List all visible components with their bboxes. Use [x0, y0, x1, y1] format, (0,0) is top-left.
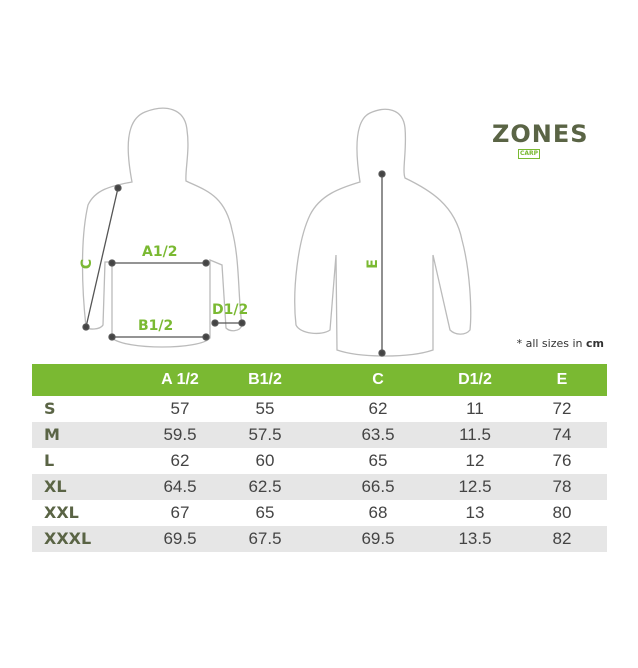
header-a: A 1/2: [161, 371, 199, 388]
table-header: A 1/2 B1/2 C D1/2 E: [32, 364, 607, 396]
units-note: * all sizes in cm: [517, 337, 604, 350]
table-row: M 59.5 57.5 63.5 11.5 74: [32, 422, 607, 448]
table-cell: 12: [465, 451, 485, 470]
table-cell: 67: [170, 503, 190, 522]
logo-sub: CARP: [518, 149, 541, 159]
table-cell: 13: [465, 503, 485, 522]
table-cell: 62: [368, 399, 388, 418]
table-cell: 60: [255, 451, 275, 470]
table-row: XXL 67 65 68 13 80: [32, 500, 607, 526]
table-cell: 65: [255, 503, 275, 522]
jacket-diagram: [81, 107, 472, 357]
size-label: XXXL: [44, 529, 92, 548]
header-c: C: [372, 371, 384, 388]
table-cell: 57.5: [248, 425, 282, 444]
label-c: C: [79, 258, 96, 270]
header-e: E: [556, 371, 568, 388]
table-cell: 74: [552, 425, 572, 444]
table-row: XXXL 69.5 67.5 69.5 13.5 82: [32, 526, 607, 552]
table-body: S 57 55 62 11 72 M 59.5 57.5 63.5 11.5 74 L 62 60 65 12 7…: [32, 396, 607, 552]
label-b: B1/2: [138, 318, 174, 334]
table-cell: 55: [255, 399, 275, 418]
zones-logo: ZONES CARP: [492, 120, 589, 159]
label-a: A1/2: [142, 244, 178, 260]
table-cell: 64.5: [163, 477, 197, 496]
table-cell: 59.5: [163, 425, 197, 444]
size-label: XXL: [44, 503, 79, 522]
table-cell: 62: [170, 451, 190, 470]
table-cell: 63.5: [361, 425, 395, 444]
table-cell: 62.5: [248, 477, 282, 496]
table-cell: 12.5: [458, 477, 492, 496]
table-cell: 66.5: [361, 477, 395, 496]
table-cell: 69.5: [361, 529, 395, 548]
note-unit: cm: [586, 337, 604, 350]
table-row: S 57 55 62 11 72: [32, 396, 607, 422]
table-cell: 11: [466, 399, 484, 418]
table-cell: 67.5: [248, 529, 282, 548]
table-cell: 11.5: [459, 425, 491, 444]
size-table: A 1/2 B1/2 C D1/2 E S 57 55 62 11 72 M 59.5 57.5…: [32, 364, 607, 552]
size-label: M: [44, 425, 60, 444]
header-b: B1/2: [248, 371, 282, 388]
front-jacket-outline: [81, 107, 243, 348]
note-prefix: * all sizes in: [516, 337, 587, 350]
table-cell: 80: [552, 503, 572, 522]
table-cell: 72: [552, 399, 572, 418]
table-row: XL 64.5 62.5 66.5 12.5 78: [32, 474, 607, 500]
table-cell: 76: [552, 451, 572, 470]
table-cell: 65: [368, 451, 388, 470]
label-d: D1/2: [212, 302, 249, 318]
header-d: D1/2: [458, 371, 492, 388]
table-cell: 68: [368, 503, 388, 522]
table-cell: 13.5: [458, 529, 492, 548]
size-label: S: [44, 399, 56, 418]
logo-text: ZONES: [492, 120, 589, 148]
table-cell: 69.5: [163, 529, 197, 548]
back-jacket-outline: [294, 108, 472, 357]
table-cell: 78: [552, 477, 572, 496]
table-cell: 82: [552, 529, 572, 548]
size-label: L: [44, 451, 55, 470]
size-label: XL: [44, 477, 67, 496]
table-cell: 57: [170, 399, 190, 418]
label-e: E: [364, 259, 381, 269]
table-row: L 62 60 65 12 76: [32, 448, 607, 474]
